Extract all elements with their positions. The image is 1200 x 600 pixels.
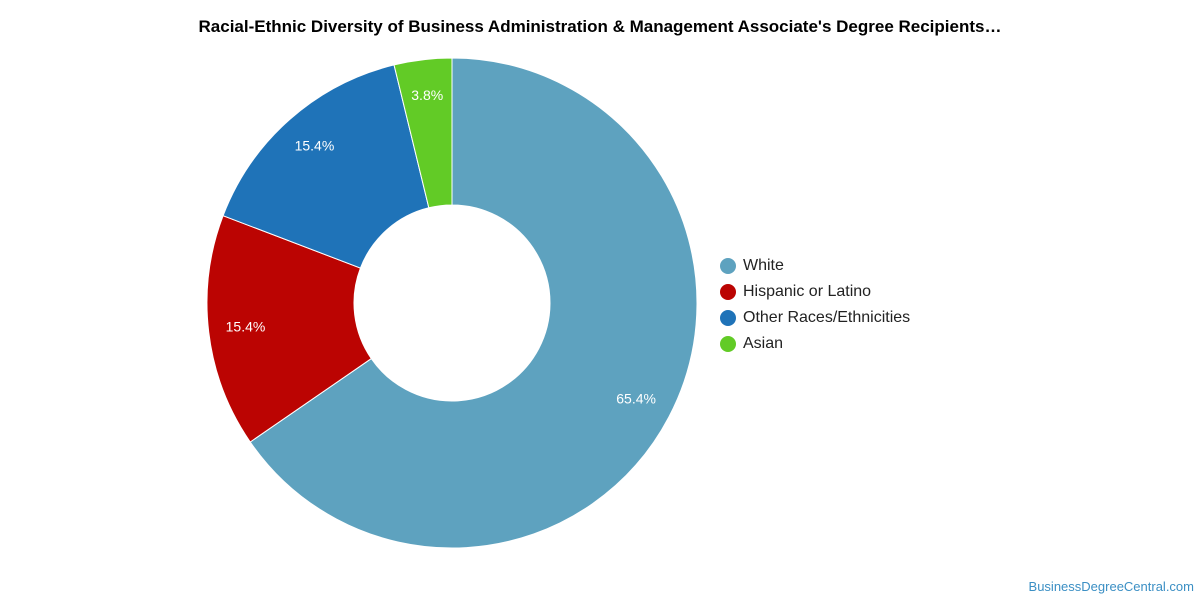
legend-item-asian[interactable]: Asian	[720, 331, 910, 357]
legend-swatch-white	[720, 258, 736, 274]
source-watermark[interactable]: BusinessDegreeCentral.com	[1028, 579, 1194, 594]
legend-swatch-other-races	[720, 310, 736, 326]
donut-slice-labels: 65.4% 15.4% 15.4% 3.8%	[226, 87, 656, 406]
legend-label: White	[743, 257, 784, 274]
legend-swatch-asian	[720, 336, 736, 352]
legend-label: Other Races/Ethnicities	[743, 309, 911, 326]
legend-item-hispanic-or-latino[interactable]: Hispanic or Latino	[720, 279, 910, 305]
slice-label-hispanic-or-latino: 15.4%	[226, 318, 266, 334]
slice-label-asian: 3.8%	[411, 87, 443, 103]
slice-label-other-races: 15.4%	[295, 138, 335, 154]
legend-item-other-races[interactable]: Other Races/Ethnicities	[720, 305, 910, 331]
legend-label: Hispanic or Latino	[743, 283, 872, 300]
slice-white[interactable]	[249, 57, 698, 549]
legend-item-white[interactable]: White	[720, 253, 910, 279]
slice-label-white: 65.4%	[616, 390, 656, 406]
legend-swatch-hispanic-or-latino	[720, 284, 736, 300]
chart-title: Racial-Ethnic Diversity of Business Admi…	[198, 17, 1002, 36]
legend-label: Asian	[743, 335, 784, 352]
slice-other-races[interactable]	[222, 64, 430, 269]
slice-hispanic-or-latino[interactable]	[206, 215, 372, 443]
donut-slices	[206, 57, 698, 549]
slice-asian[interactable]	[393, 57, 453, 209]
chart-legend: White Hispanic or Latino Other Races/Eth…	[720, 253, 910, 357]
